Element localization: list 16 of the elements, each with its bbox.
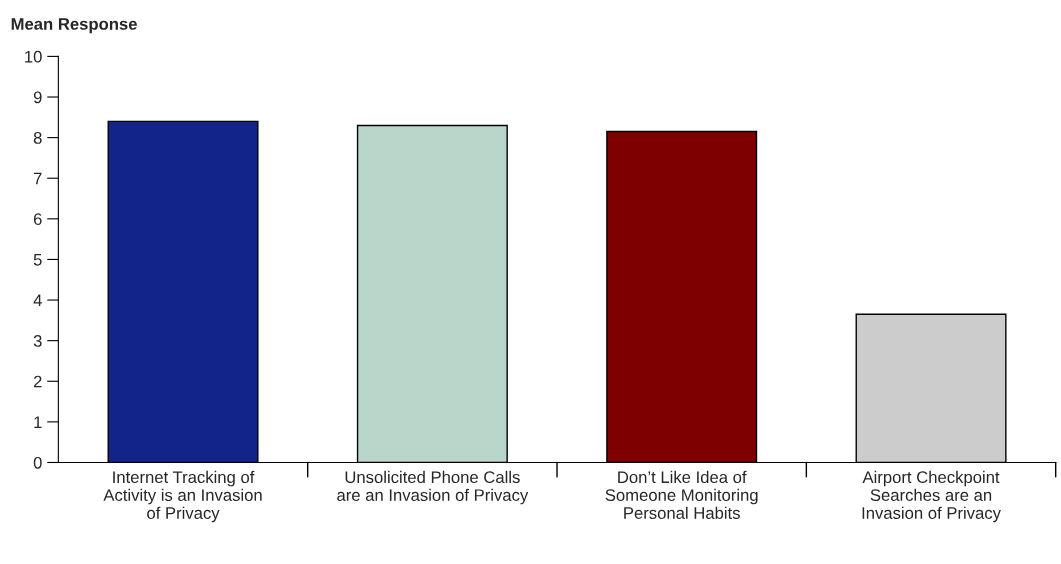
x-tick-label: Internet Tracking of Activity is an Invasion of Privacy: [103, 470, 262, 523]
y-tick-label: 8: [33, 132, 42, 144]
y-tick-label: 3: [33, 335, 42, 347]
y-tick-label: 1: [34, 416, 42, 428]
y-tick-label: 0: [33, 456, 42, 469]
y-tick-label: 4: [33, 294, 42, 307]
x-tick-label: Unsolicited Phone Calls are an Invasion of Privacy: [337, 470, 529, 505]
x-tick-label: Don’t Like Idea of Someone Monitoring Personal Habits: [605, 470, 758, 519]
x-tick-label: Airport Checkpoint Searches are an Invasion of Privacy: [862, 470, 1001, 523]
y-tick-label: 10: [25, 50, 42, 63]
y-tick-label: 2: [33, 375, 42, 388]
y-tick-label: 9: [33, 91, 42, 104]
y-tick-label: 7: [33, 172, 42, 185]
y-axis-title: Mean Response: [11, 18, 137, 34]
y-tick-label: 5: [33, 254, 42, 266]
y-tick-label: 6: [33, 213, 42, 226]
